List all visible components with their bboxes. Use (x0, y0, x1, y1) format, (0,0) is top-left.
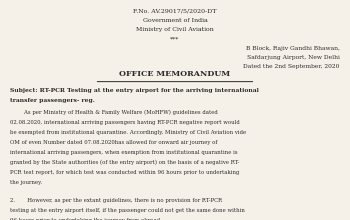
Text: B Block, Rajiv Gandhi Bhawan,: B Block, Rajiv Gandhi Bhawan, (246, 46, 340, 51)
Text: transfer passengers- reg.: transfer passengers- reg. (10, 98, 95, 103)
Text: be exempted from institutional quarantine. Accordingly, Ministry of Civil Aviati: be exempted from institutional quarantin… (10, 130, 247, 135)
Text: Dated the 2nd September, 2020: Dated the 2nd September, 2020 (243, 64, 340, 70)
Text: F.No. AV.29017/5/2020-DT: F.No. AV.29017/5/2020-DT (133, 9, 217, 14)
Text: OM of even Number dated 07.08.2020has allowed for onward air journey of: OM of even Number dated 07.08.2020has al… (10, 140, 218, 145)
Text: granted by the State authorities (of the entry airport) on the basis of a negati: granted by the State authorities (of the… (10, 160, 240, 165)
Text: PCR test report, for which test was conducted within 96 hours prior to undertaki: PCR test report, for which test was cond… (10, 170, 240, 175)
Text: Safdarjung Airport, New Delhi: Safdarjung Airport, New Delhi (247, 55, 340, 60)
Text: ***: *** (170, 37, 180, 42)
Text: 02.08.2020, international arriving passengers having RT-PCR negative report woul: 02.08.2020, international arriving passe… (10, 120, 240, 125)
Text: testing at the entry airport itself, if the passenger could not get the same don: testing at the entry airport itself, if … (10, 208, 245, 213)
Text: international arriving passengers, when exemption from institutional quarantine : international arriving passengers, when … (10, 150, 238, 155)
Text: the journey.: the journey. (10, 180, 43, 185)
Text: OFFICE MEMORANDUM: OFFICE MEMORANDUM (119, 70, 231, 79)
Text: Ministry of Civil Aviation: Ministry of Civil Aviation (136, 27, 214, 32)
Text: 96 hours prior to undertaking the journey from abroad.: 96 hours prior to undertaking the journe… (10, 218, 162, 220)
Text: Subject: RT-PCR Testing at the entry airport for the arriving international: Subject: RT-PCR Testing at the entry air… (10, 88, 259, 93)
Text: As per Ministry of Health & Family Welfare (MoHFW) guidelines dated: As per Ministry of Health & Family Welfa… (10, 110, 218, 115)
Text: 2.       However, as per the extant guidelines, there is no provision for RT-PCR: 2. However, as per the extant guidelines… (10, 198, 223, 203)
Text: Government of India: Government of India (143, 18, 207, 23)
